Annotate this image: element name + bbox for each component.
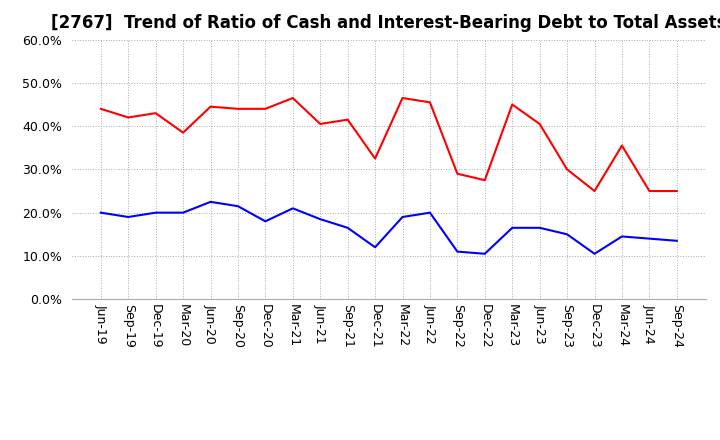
Cash [398, 95, 407, 101]
Line: Interest-Bearing Debt: Interest-Bearing Debt [101, 202, 677, 254]
Interest-Bearing Debt [206, 199, 215, 205]
Interest-Bearing Debt [426, 210, 434, 215]
Interest-Bearing Debt [398, 214, 407, 220]
Interest-Bearing Debt [179, 210, 187, 215]
Cash [96, 106, 105, 111]
Interest-Bearing Debt [151, 210, 160, 215]
Cash [206, 104, 215, 109]
Cash [618, 143, 626, 148]
Interest-Bearing Debt [645, 236, 654, 241]
Cash [371, 156, 379, 161]
Cash [536, 121, 544, 127]
Interest-Bearing Debt [343, 225, 352, 231]
Interest-Bearing Debt [453, 249, 462, 254]
Interest-Bearing Debt [233, 204, 242, 209]
Interest-Bearing Debt [480, 251, 489, 257]
Interest-Bearing Debt [590, 251, 599, 257]
Interest-Bearing Debt [618, 234, 626, 239]
Interest-Bearing Debt [124, 214, 132, 220]
Interest-Bearing Debt [96, 210, 105, 215]
Cash [289, 95, 297, 101]
Cash [316, 121, 325, 127]
Cash [672, 188, 681, 194]
Cash [480, 178, 489, 183]
Interest-Bearing Debt [536, 225, 544, 231]
Cash [645, 188, 654, 194]
Interest-Bearing Debt [261, 219, 270, 224]
Interest-Bearing Debt [289, 205, 297, 211]
Cash [151, 110, 160, 116]
Cash [590, 188, 599, 194]
Interest-Bearing Debt [316, 216, 325, 222]
Interest-Bearing Debt [508, 225, 516, 231]
Cash [233, 106, 242, 111]
Interest-Bearing Debt [371, 245, 379, 250]
Interest-Bearing Debt [563, 231, 572, 237]
Cash [124, 115, 132, 120]
Cash [563, 167, 572, 172]
Cash [343, 117, 352, 122]
Line: Cash: Cash [101, 98, 677, 191]
Cash [426, 100, 434, 105]
Cash [179, 130, 187, 135]
Cash [453, 171, 462, 176]
Interest-Bearing Debt [672, 238, 681, 243]
Cash [508, 102, 516, 107]
Title: [2767]  Trend of Ratio of Cash and Interest-Bearing Debt to Total Assets: [2767] Trend of Ratio of Cash and Intere… [51, 15, 720, 33]
Cash [261, 106, 270, 111]
